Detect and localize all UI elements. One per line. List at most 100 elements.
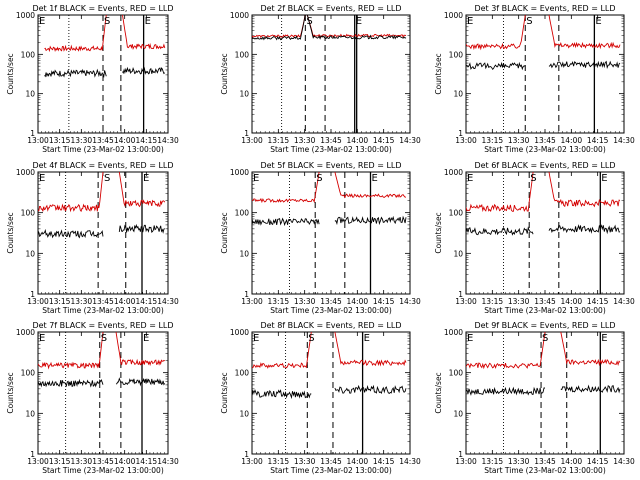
panel-5-marker-E: E [253,173,259,184]
panel-6-ylabel: Counts/sec [434,212,443,253]
panel-3-xtick-label: 14:00 [561,136,583,145]
panel-2-series-events [252,15,407,41]
panel-2-series-lld [252,15,407,39]
panel-8-xtick-label: 13:00 [241,457,263,466]
panel-1-xtick-label: 13:15 [49,136,71,145]
panel-1-xtick-label: 14:00 [114,136,136,145]
panel-3-xtick-label: 14:30 [613,136,635,145]
panel-8-title: Det 8f BLACK = Events, RED = LLD [260,321,401,330]
panel-4-ytick-label: 1000 [16,168,35,177]
panel-4-title: Det 4f BLACK = Events, RED = LLD [32,161,173,170]
panel-4-series-lld [38,172,166,213]
panel-8-xtick-label: 13:30 [294,457,316,466]
panel-2-ylabel: Counts/sec [220,53,229,94]
panel-9-xtick-label: 13:00 [455,457,477,466]
panel-3-xtick-label: 13:30 [508,136,530,145]
panel-3-marker-E: E [595,16,601,27]
panel-4-xtick-label: 14:00 [114,297,136,306]
panel-7-ytick-label: 10 [25,409,35,418]
panel-9-ytick-label: 1 [458,450,463,459]
panel-7-marker-E: E [39,333,45,344]
panel-7-marker-E: E [143,333,149,344]
panel-8-marker-E: E [253,333,259,344]
panel-1-marker-S: S [104,16,110,27]
panel-4-xtick-label: 13:45 [92,297,114,306]
panel-2: Det 2f BLACK = Events, RED = LLD 13:00 13:… [220,4,421,154]
panel-5-xtick-label: 14:15 [373,297,395,306]
panel-5-xtick-label: 14:00 [347,297,369,306]
panel-6-xtick-label: 13:15 [482,297,504,306]
panel-7-xtick-label: 13:45 [92,457,114,466]
panel-9: Det 9f BLACK = Events, RED = LLD 13:00 13:… [434,321,635,475]
panel-8-xtick-label: 14:30 [399,457,421,466]
panel-8-xtick-label: 14:00 [347,457,369,466]
panel-3-xtick-label: 13:00 [455,136,477,145]
panel-5-marker-E: E [372,173,378,184]
panel-5-title: Det 5f BLACK = Events, RED = LLD [260,161,401,170]
panel-3-axes-box [465,14,625,134]
panel-3-marker-E: E [467,16,473,27]
panel-5-xlabel: Start Time (23-Mar-02 13:00:00) [270,306,392,315]
panel-5-xtick-label: 13:00 [241,297,263,306]
panel-7-xtick-label: 13:00 [27,457,49,466]
panel-7-ytick-label: 1 [30,450,35,459]
panel-9-xtick-label: 13:30 [508,457,530,466]
panel-2-ytick-label: 10 [239,90,249,99]
panel-5-xtick-label: 14:30 [399,297,421,306]
panel-5-xtick-label: 13:30 [294,297,316,306]
panel-2-xtick-label: 13:30 [294,136,316,145]
panel-5-series-lld [252,172,407,204]
panel-8-ytick-label: 1 [244,450,249,459]
panel-2-marker-E: E [356,16,362,27]
panel-2-ytick-label: 1 [244,129,249,138]
panel-5-ytick-label: 1 [244,290,249,299]
panel-4-marker-S: S [104,173,110,184]
panel-7-marker-S: S [101,333,107,344]
panel-3-ytick-label: 1000 [444,11,463,20]
panel-6-xlabel: Start Time (23-Mar-02 13:00:00) [484,306,606,315]
panel-7-xtick-label: 14:30 [157,457,179,466]
panel-6: Det 6f BLACK = Events, RED = LLD 13:00 13:… [434,161,635,315]
panel-7-ylabel: Counts/sec [6,372,15,413]
panel-3-ylabel: Counts/sec [434,53,443,94]
panel-7-xlabel: Start Time (23-Mar-02 13:00:00) [42,466,164,475]
panel-2-title: Det 2f BLACK = Events, RED = LLD [260,4,401,13]
panel-6-marker-E: E [601,173,607,184]
panel-8-marker-E: E [364,333,370,344]
panel-2-ytick-label: 100 [235,50,250,59]
panel-9-xtick-label: 13:15 [482,457,504,466]
panel-8-marker-S: S [308,333,314,344]
panel-1-xlabel: Start Time (23-Mar-02 13:00:00) [42,145,164,154]
panel-9-series-lld [466,332,621,370]
panel-9-marker-E: E [467,333,473,344]
panel-7-xtick-label: 13:30 [71,457,93,466]
panel-8-xtick-label: 13:45 [320,457,342,466]
panel-5-ylabel: Counts/sec [220,212,229,253]
panel-2-ytick-label: 1000 [230,11,249,20]
panel-2-marker-S: S [306,16,312,27]
panel-6-series-lld [466,172,621,213]
panel-9-ytick-label: 100 [449,369,464,378]
panel-5-series-events [252,215,407,227]
panel-8-xtick-label: 13:15 [268,457,290,466]
panel-5-marker-S: S [316,173,322,184]
panel-3-series-lld [466,15,621,51]
panel-3-title: Det 3f BLACK = Events, RED = LLD [474,4,615,13]
panel-7-xtick-label: 14:15 [136,457,158,466]
panel-1-ylabel: Counts/sec [6,53,15,94]
panel-6-xtick-label: 14:15 [587,297,609,306]
panel-8-ytick-label: 10 [239,409,249,418]
panel-4-ytick-label: 100 [21,209,36,218]
panel-4-series-events [38,223,166,239]
panel-8-series-lld [252,332,407,369]
panel-2-xtick-label: 13:15 [268,136,290,145]
panel-1-xtick-label: 13:45 [92,136,114,145]
panel-4-ylabel: Counts/sec [6,212,15,253]
panel-8-ytick-label: 1000 [230,328,249,337]
panel-1-title: Det 1f BLACK = Events, RED = LLD [32,4,173,13]
panel-3-xtick-label: 13:45 [534,136,556,145]
